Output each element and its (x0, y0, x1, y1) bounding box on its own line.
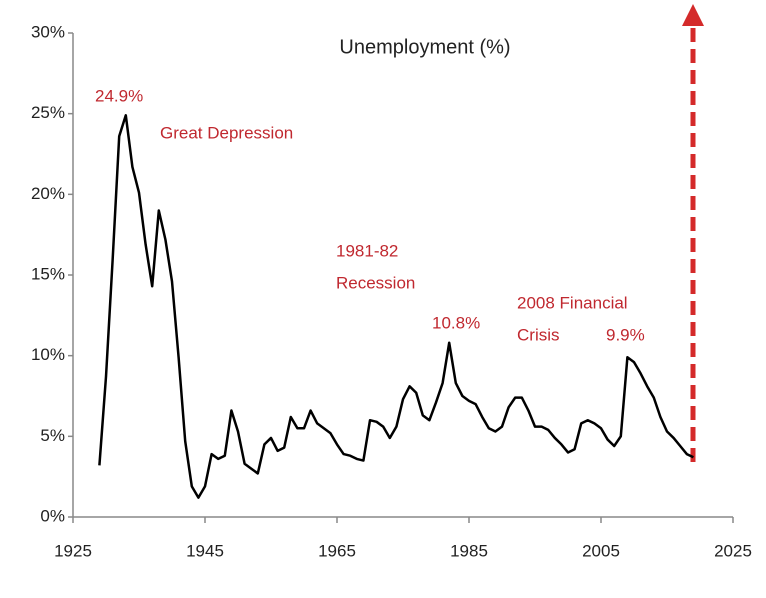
arrow-head (682, 4, 704, 26)
annotation: 2008 Financial (517, 293, 628, 312)
x-tick-label: 1925 (54, 541, 92, 560)
x-tick-label: 1985 (450, 541, 488, 560)
x-tick-label: 2025 (714, 541, 752, 560)
y-tick-label: 15% (31, 264, 65, 283)
y-tick-label: 20% (31, 184, 65, 203)
y-tick-label: 30% (31, 22, 65, 41)
annotation: Great Depression (160, 123, 293, 142)
x-tick-label: 1965 (318, 541, 356, 560)
annotation: 24.9% (95, 86, 143, 105)
chart-title: Unemployment (%) (339, 36, 510, 58)
line (98, 114, 694, 499)
x-tick-label: 1945 (186, 541, 224, 560)
annotation: Recession (336, 273, 415, 292)
annotation: 10.8% (432, 313, 480, 332)
annotation: 1981-82 (336, 241, 398, 260)
annotation: 9.9% (606, 325, 645, 344)
annotation: Crisis (517, 325, 560, 344)
x-tick-label: 2005 (582, 541, 620, 560)
y-tick-label: 10% (31, 345, 65, 364)
y-tick-label: 5% (40, 426, 65, 445)
y-tick-label: 25% (31, 103, 65, 122)
y-tick-label: 0% (40, 506, 65, 525)
